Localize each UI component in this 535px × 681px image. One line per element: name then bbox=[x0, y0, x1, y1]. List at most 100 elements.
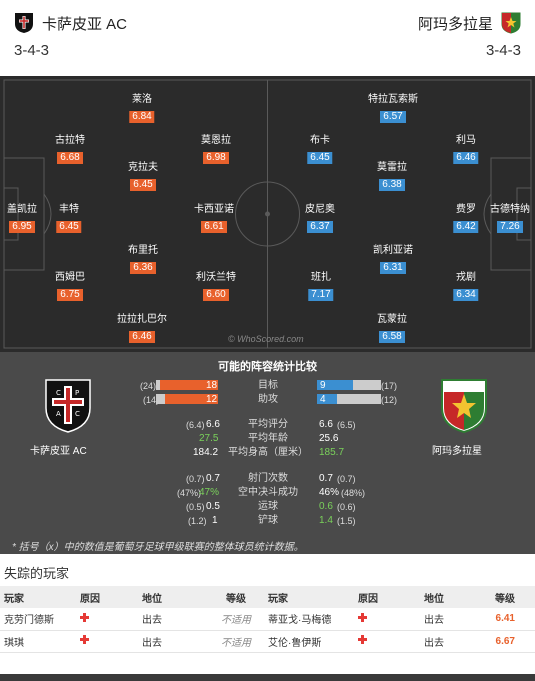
home-player[interactable]: 丰特 6.45 bbox=[56, 204, 82, 234]
away-formation: 3-4-3 bbox=[485, 42, 521, 59]
away-player[interactable]: 戎剧 6.34 bbox=[453, 272, 479, 302]
table-row: 克劳门德斯 出去 不适用 蒂亚戈·马梅德 出去 6.41 bbox=[0, 608, 535, 631]
away-player[interactable]: 莫雷拉 6.38 bbox=[377, 162, 407, 192]
home-team-name: 卡萨皮亚 AC bbox=[42, 15, 128, 33]
away-missing-status: 出去 bbox=[420, 630, 484, 653]
stat-label: 目标 bbox=[258, 380, 278, 391]
home-player[interactable]: 莱洛 6.84 bbox=[129, 94, 155, 124]
home-value: 1 bbox=[212, 515, 218, 526]
casa-pia-crest-icon: C P A C bbox=[45, 379, 91, 433]
col-player: 玩家 bbox=[264, 586, 354, 608]
away-bar-track bbox=[317, 394, 381, 404]
player-name: 克拉夫 bbox=[128, 162, 158, 173]
home-player[interactable]: 利沃兰特 6.60 bbox=[196, 272, 236, 302]
home-missing-player[interactable]: 克劳门德斯 bbox=[0, 608, 76, 631]
player-rating: 6.57 bbox=[380, 111, 406, 123]
home-value: 6.6 bbox=[206, 419, 220, 430]
away-player[interactable]: 班扎 7.17 bbox=[308, 272, 334, 302]
home-league-avg: (1.2) bbox=[188, 516, 207, 526]
away-league-avg: (12) bbox=[381, 395, 398, 405]
home-bar-fill bbox=[160, 380, 218, 390]
injury-reason bbox=[354, 608, 420, 631]
player-rating: 6.61 bbox=[201, 221, 227, 233]
svg-text:P: P bbox=[75, 389, 79, 397]
away-player[interactable]: 凯利亚诺 6.31 bbox=[373, 245, 413, 275]
away-league-avg: (0.7) bbox=[337, 474, 356, 484]
svg-text:C: C bbox=[75, 410, 80, 418]
away-value: 4 bbox=[320, 394, 326, 405]
home-player[interactable]: 盖凯拉 6.95 bbox=[7, 204, 37, 234]
home-league-avg: (47%) bbox=[177, 488, 202, 498]
away-league-avg: (1.5) bbox=[337, 516, 356, 526]
player-name: 拉拉扎巴尔 bbox=[117, 314, 167, 325]
pitch-lines bbox=[3, 79, 532, 349]
away-bar-fill bbox=[317, 380, 353, 390]
injury-reason bbox=[76, 630, 138, 653]
player-rating: 6.38 bbox=[379, 179, 405, 191]
player-rating: 6.37 bbox=[307, 221, 333, 233]
home-missing-rating: 不适用 bbox=[208, 608, 264, 631]
away-bar-fill bbox=[317, 394, 337, 404]
player-name: 利马 bbox=[456, 135, 476, 146]
player-name: 古德特纳 bbox=[490, 204, 530, 215]
away-player[interactable]: 利马 6.46 bbox=[453, 135, 479, 165]
home-player[interactable]: 克拉夫 6.45 bbox=[128, 162, 158, 192]
player-name: 布卡 bbox=[310, 135, 330, 146]
home-player[interactable]: 莫恩拉 6.98 bbox=[201, 135, 231, 165]
away-value: 9 bbox=[320, 380, 326, 391]
home-bar-fill bbox=[165, 394, 218, 404]
stat-label: 射门次数 bbox=[248, 473, 288, 484]
away-player[interactable]: 古德特纳 7.26 bbox=[490, 204, 530, 234]
home-league-avg: (6.4) bbox=[186, 420, 205, 430]
col-rating: 等级 bbox=[484, 586, 535, 608]
player-rating: 7.26 bbox=[497, 221, 523, 233]
player-rating: 6.46 bbox=[453, 152, 479, 164]
home-league-avg: (14) bbox=[143, 395, 160, 405]
player-rating: 6.60 bbox=[203, 289, 229, 301]
player-rating: 6.84 bbox=[129, 111, 155, 123]
col-rating: 等级 bbox=[208, 586, 264, 608]
player-rating: 6.45 bbox=[130, 179, 156, 191]
home-player[interactable]: 布里托 6.36 bbox=[128, 245, 158, 275]
away-value: 1.4 bbox=[319, 515, 333, 526]
player-name: 莫恩拉 bbox=[201, 135, 231, 146]
away-player[interactable]: 特拉瓦索斯 6.57 bbox=[368, 94, 418, 124]
away-league-avg: (6.5) bbox=[337, 420, 356, 430]
injury-cross-icon bbox=[80, 612, 89, 622]
table-row: 琪琪 出去 不适用 艾伦·鲁伊斯 出去 6.67 bbox=[0, 630, 535, 653]
away-player[interactable]: 费罗 6.42 bbox=[453, 204, 479, 234]
home-player[interactable]: 拉拉扎巴尔 6.46 bbox=[117, 314, 167, 344]
casa-pia-crest-icon bbox=[15, 13, 33, 33]
home-missing-player[interactable]: 琪琪 bbox=[0, 630, 76, 653]
injury-cross-icon bbox=[80, 635, 89, 644]
home-team[interactable]: 卡萨皮亚 AC bbox=[14, 12, 127, 34]
away-missing-player[interactable]: 艾伦·鲁伊斯 bbox=[264, 630, 354, 653]
home-player[interactable]: 西姆巴 6.75 bbox=[55, 272, 85, 302]
watermark: © WhoScored.com bbox=[228, 334, 304, 344]
col-reason: 原因 bbox=[354, 586, 420, 608]
svg-text:A: A bbox=[56, 410, 61, 418]
away-team[interactable]: 阿玛多拉星 bbox=[418, 12, 521, 34]
stat-label: 运球 bbox=[258, 501, 278, 512]
home-value: 0.5 bbox=[206, 501, 220, 512]
player-name: 班扎 bbox=[311, 272, 331, 283]
player-rating: 6.98 bbox=[203, 152, 229, 164]
away-value: 185.7 bbox=[319, 447, 345, 458]
player-name: 莱洛 bbox=[132, 94, 152, 105]
away-missing-player[interactable]: 蒂亚戈·马梅德 bbox=[264, 608, 354, 631]
away-player[interactable]: 布卡 6.45 bbox=[307, 135, 333, 165]
home-player[interactable]: 古拉特 6.68 bbox=[55, 135, 85, 165]
home-value: 27.5 bbox=[199, 433, 219, 444]
svg-text:C: C bbox=[56, 389, 61, 397]
home-player[interactable]: 卡西亚诺 6.61 bbox=[194, 204, 234, 234]
match-header: 卡萨皮亚 AC 3-4-3 阿玛多拉星 3-4-3 bbox=[0, 0, 535, 72]
away-player[interactable]: 瓦蒙拉 6.58 bbox=[377, 314, 407, 344]
player-rating: 6.46 bbox=[129, 331, 155, 343]
away-player[interactable]: 皮尼奥 6.37 bbox=[305, 204, 335, 234]
player-name: 费罗 bbox=[456, 204, 476, 215]
away-value: 0.6 bbox=[319, 501, 333, 512]
player-rating: 6.42 bbox=[453, 221, 479, 233]
away-team-name: 阿玛多拉星 bbox=[417, 15, 493, 33]
home-formation: 3-4-3 bbox=[14, 42, 50, 59]
player-name: 布里托 bbox=[128, 245, 158, 256]
